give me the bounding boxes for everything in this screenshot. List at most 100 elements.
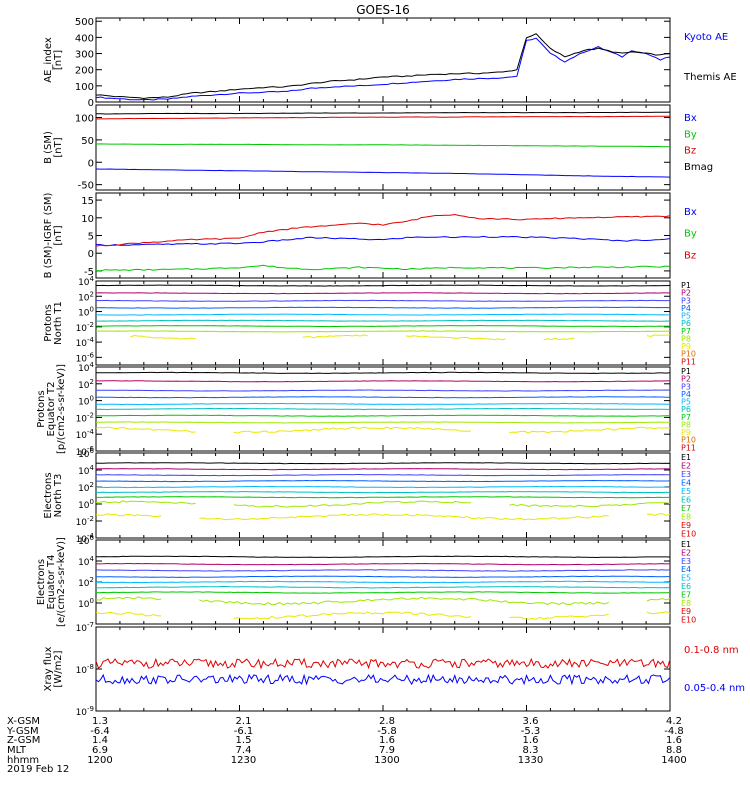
channel-line (95, 569, 671, 572)
channel-line (95, 426, 196, 433)
panel-e1: Electrons North T310610410210010-210-4E1E… (43, 447, 696, 545)
channel-line (96, 490, 671, 494)
channel-line (96, 414, 670, 417)
y-tick-label: 0 (88, 249, 94, 260)
series-line (95, 168, 671, 178)
legend-label: Bz (684, 146, 696, 157)
legend-label: Bx (684, 113, 697, 124)
legend-label: 0.1-0.8 nm (684, 645, 739, 656)
y-axis-label: Xray flux (43, 647, 54, 692)
channel-line (646, 598, 671, 602)
y-tick-label: 102 (78, 378, 94, 391)
channel-label: P11 (681, 357, 696, 366)
y-tick-label: 100 (78, 498, 94, 511)
channel-line (130, 334, 196, 340)
channel-label: P9 (681, 428, 691, 437)
channel-label: P10 (681, 350, 696, 359)
channel-label: E9 (681, 607, 691, 616)
channel-label: P11 (681, 443, 696, 452)
channel-label: P7 (681, 327, 691, 336)
y-tick-label: 50 (81, 136, 94, 147)
channel-line (543, 337, 575, 341)
panel-p1: Protons North T1 104 102 100 10-2 10-4 10-6 P1P2… (43, 275, 696, 366)
y-axis-label: B (SM)-IGRF (SM) (43, 193, 54, 279)
channel-label: E4 (681, 479, 691, 488)
panel-xray: Xray flux [W/m2] 10-7 10-8 10-9 0.1-0.8 nm 0.0… (43, 621, 745, 718)
axis-value: 2.1 (236, 716, 252, 727)
y-axis-label: Electrons (43, 472, 54, 518)
channel-label: P5 (681, 398, 691, 407)
channel-line (95, 611, 162, 617)
channel-label: P2 (681, 375, 691, 384)
channel-label: E6 (681, 582, 691, 591)
channel-line (96, 402, 671, 406)
y-tick-label: 5 (88, 232, 94, 243)
panel-frame (95, 192, 671, 279)
channel-label: P1 (681, 281, 691, 290)
y-tick-label: 15 (81, 196, 94, 207)
channel-line (95, 591, 671, 594)
channel-line (96, 496, 670, 499)
series-line (95, 33, 671, 100)
channel-line (646, 611, 671, 615)
y-axis-label: North T1 (53, 301, 64, 345)
series-line (95, 673, 671, 686)
legend-label: By (684, 229, 697, 240)
y-axis-label: Protons (43, 304, 54, 341)
channel-line (96, 371, 671, 374)
y-tick-label: 100 (78, 395, 94, 408)
axis-row-label: MLT (7, 745, 27, 756)
legend-label: Bmag (684, 162, 713, 173)
legend-label: By (684, 129, 697, 140)
y-axis-label: Equator T2 (46, 382, 57, 437)
channel-line (95, 485, 671, 489)
y-tick-label: 10-2 (76, 411, 94, 424)
channel-line (95, 555, 671, 559)
channel-line (233, 426, 472, 434)
channel-label: P8 (681, 420, 691, 429)
y-tick-label: 104 (78, 464, 94, 477)
axis-value: 1330 (518, 755, 543, 766)
channel-label: E8 (681, 599, 691, 608)
channel-label: P3 (681, 382, 691, 391)
y-tick-label: 106 (78, 447, 94, 460)
y-tick-label: 300 (75, 50, 94, 61)
channel-line (95, 462, 671, 465)
y-axis-label: Electrons (36, 559, 47, 605)
y-tick-label: 102 (78, 481, 94, 494)
channel-label: P1 (681, 367, 691, 376)
panel-bsm: B (SM) [nT] 100 50 0 -50 Bx By Bz Bmag (43, 104, 713, 192)
channel-line (95, 562, 671, 566)
channel-line (95, 500, 196, 505)
channel-label: E1 (681, 453, 691, 462)
y-tick-label: 10-4 (76, 428, 95, 441)
legend-label: 0.05-0.4 nm (684, 683, 745, 694)
y-tick-label: 104 (78, 555, 94, 568)
axis-value: 1400 (661, 755, 686, 766)
axis-value: 6.9 (92, 745, 108, 756)
y-axis-label: [e/(cm2-s-sr-keV)] (56, 537, 67, 627)
series-line (95, 657, 671, 670)
y-tick-label: 10-8 (76, 663, 94, 676)
axis-value: 8.3 (523, 745, 539, 756)
channel-label: P5 (681, 312, 691, 321)
channel-label: E5 (681, 574, 691, 583)
y-tick-label: 104 (78, 361, 94, 374)
channel-line (509, 613, 609, 620)
y-tick-label: 10-2 (76, 321, 94, 334)
channel-label: P4 (681, 304, 691, 313)
series-line (95, 143, 671, 148)
y-tick-label: 0 (88, 158, 94, 169)
channel-label: E1 (681, 540, 691, 549)
y-tick-label: 10-4 (76, 336, 95, 349)
channel-label: E9 (681, 521, 691, 530)
channel-label: E3 (681, 557, 691, 566)
legend-label: Bx (684, 207, 697, 218)
series-line (96, 111, 671, 115)
channel-label: E10 (681, 616, 696, 625)
y-axis-label: North T3 (53, 474, 64, 518)
y-tick-label: 100 (78, 597, 94, 610)
y-tick-label: 104 (78, 275, 94, 288)
channel-line (96, 313, 671, 316)
channel-line (95, 513, 162, 517)
